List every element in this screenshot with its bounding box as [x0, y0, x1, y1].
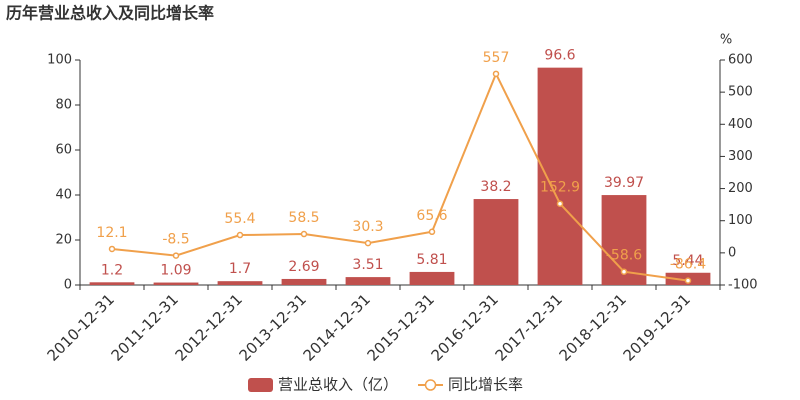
line-marker [620, 268, 628, 275]
chart-title: 历年营业总收入及同比增长率 [6, 4, 214, 23]
bar [281, 278, 327, 285]
line-marker [172, 252, 180, 259]
bar [89, 282, 135, 285]
line-value-label: 55.4 [224, 211, 255, 227]
legend-swatch [424, 379, 437, 391]
y2-tick-label: 500 [728, 85, 753, 100]
x-tick-label: 2016-12-31 [428, 290, 502, 364]
y-tick-label: 40 [55, 188, 72, 203]
bar-value-label: 5.81 [416, 252, 447, 268]
line-marker [300, 230, 308, 238]
line-value-label: -8.5 [162, 232, 189, 248]
line-value-label: -58.6 [606, 248, 642, 264]
line-value-label: 65.6 [416, 208, 447, 224]
bar [345, 277, 391, 285]
y2-tick-label: 300 [728, 149, 753, 164]
x-tick-label: 2011-12-31 [108, 290, 182, 364]
x-tick-label: 2015-12-31 [364, 290, 438, 364]
bar-value-label: 39.97 [604, 175, 644, 191]
y2-tick-label: 100 [728, 213, 753, 228]
y-tick-label: 20 [55, 233, 72, 248]
bar-value-label: 1.2 [101, 262, 123, 278]
bar [217, 281, 263, 285]
bar [409, 271, 455, 285]
line-value-label: 58.5 [288, 210, 319, 226]
x-tick-label: 2014-12-31 [300, 290, 374, 364]
bar-value-label: 1.09 [160, 263, 191, 279]
y-tick-label: 100 [47, 53, 72, 68]
line-value-label: -86.4 [670, 257, 706, 273]
x-tick-label: 2019-12-31 [620, 290, 694, 364]
bar [537, 67, 583, 286]
bar-value-label: 2.69 [288, 259, 319, 275]
line-value-label: 152.9 [540, 180, 580, 196]
bar [153, 282, 199, 285]
y2-tick-label: 0 [728, 245, 736, 260]
x-tick-label: 2017-12-31 [492, 290, 566, 364]
line-marker [492, 70, 500, 78]
line-marker [236, 231, 244, 239]
x-tick-label: 2010-12-31 [44, 290, 118, 364]
line-marker [684, 277, 692, 284]
bar-value-label: 38.2 [480, 179, 511, 195]
bar [473, 199, 519, 285]
bar-value-label: 96.6 [544, 48, 575, 64]
y-tick-label: 60 [55, 143, 72, 158]
legend-swatch [248, 378, 273, 392]
x-tick-label: 2018-12-31 [556, 290, 630, 364]
y2-tick-label: -100 [728, 278, 758, 293]
x-tick-label: 2013-12-31 [236, 290, 310, 364]
bar-value-label: 5.44 [672, 253, 703, 269]
line-marker [364, 239, 372, 247]
x-tick-label: 2012-12-31 [172, 290, 246, 364]
line-marker [556, 200, 564, 207]
line-value-label: 557 [483, 50, 510, 66]
line-value-label: 30.3 [352, 219, 383, 235]
y-tick-label: 0 [64, 278, 72, 293]
y2-tick-label: 600 [728, 53, 753, 68]
legend-label: 同比增长率 [448, 376, 523, 394]
y2-axis-label: % [720, 33, 732, 48]
line-value-label: 12.1 [96, 225, 127, 241]
legend-label: 营业总收入（亿） [278, 376, 398, 394]
y2-tick-label: 400 [728, 117, 753, 132]
line-marker [108, 245, 116, 253]
bar-value-label: 3.51 [352, 257, 383, 273]
bar-value-label: 1.7 [229, 261, 251, 277]
y2-tick-label: 200 [728, 181, 753, 196]
y-tick-label: 80 [55, 98, 72, 113]
line-marker [428, 228, 436, 236]
line [111, 71, 689, 282]
